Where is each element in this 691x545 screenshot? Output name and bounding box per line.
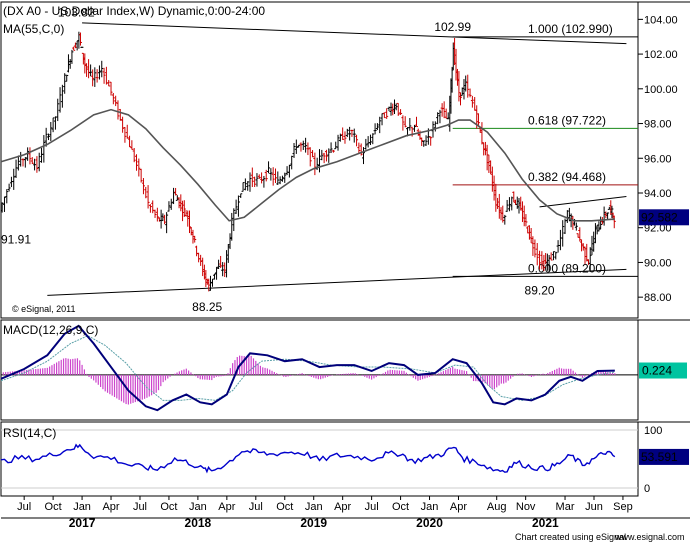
- trendline-upper-channel: [82, 22, 627, 45]
- last-price-badge: [639, 209, 689, 226]
- last-price-label: 92.582: [641, 210, 678, 224]
- month-tick-label: Oct: [276, 501, 293, 513]
- month-tick-label: Jul: [133, 501, 147, 513]
- fibo-label: 1.000 (102.990): [528, 22, 613, 36]
- price-tick-label: 100.00: [644, 84, 678, 96]
- rsi-tick-label: 0: [644, 483, 650, 495]
- price-annotation: 103.82: [58, 5, 95, 19]
- annotations: 103.82 102.99 88.25 89.20 91.91: [1, 5, 555, 313]
- macd-value-label: 0.224: [642, 364, 672, 378]
- month-tick-label: Jul: [249, 501, 263, 513]
- trendline-lower-channel: [47, 268, 627, 296]
- month-tick-label: Oct: [160, 501, 177, 513]
- macd-panel: 0.224: [0, 324, 687, 412]
- rsi-line: [0, 443, 616, 474]
- axes: 104.00 102.00 100.00 98.00 96.00 94.00 92.00 90…: [17, 14, 689, 530]
- year-tick-label: 2017: [69, 516, 96, 530]
- price-annotation: 102.99: [434, 20, 471, 34]
- month-tick-label: Jan: [73, 501, 91, 513]
- price-tick-label: 92.00: [644, 223, 672, 235]
- price-tick-label: 104.00: [644, 14, 678, 26]
- month-tick-label: Jun: [585, 501, 603, 513]
- month-tick-label: Apr: [218, 501, 235, 513]
- price-tick-label: 90.00: [644, 257, 672, 269]
- price-bars: [0, 31, 616, 292]
- month-tick-label: Oct: [392, 501, 409, 513]
- price-annotation: 91.91: [1, 232, 31, 246]
- price-tick-label: 96.00: [644, 153, 672, 165]
- rsi-label: RSI(14,C): [3, 426, 56, 440]
- macd-line: [0, 324, 615, 412]
- panel-frame-2: [0, 421, 639, 497]
- year-tick-label: 2019: [300, 516, 327, 530]
- fibonacci-levels: 1.000 (102.990) 0.618 (97.722) 0.382 (94.4…: [452, 22, 638, 277]
- macd-signal-line: [0, 335, 615, 401]
- price-tick-label: 88.00: [644, 292, 672, 304]
- ma-line: [0, 108, 615, 222]
- fibo-label: 0.618 (97.722): [528, 113, 606, 127]
- rsi-tick-label: 100: [644, 425, 662, 437]
- month-tick-label: Jul: [17, 501, 31, 513]
- panel-frame-0: [0, 1, 639, 319]
- year-tick-label: 2021: [532, 516, 559, 530]
- month-tick-label: Oct: [45, 501, 62, 513]
- price-tick-label: 102.00: [644, 49, 678, 61]
- footer-website: www.esignal.com: [614, 532, 685, 542]
- rsi-value-label: 53.591: [641, 450, 678, 464]
- year-tick-label: 2020: [416, 516, 443, 530]
- moving-average: [0, 108, 615, 222]
- month-tick-label: Jan: [305, 501, 323, 513]
- trendline-recent-upper: [539, 195, 627, 208]
- month-tick-label: Jan: [421, 501, 439, 513]
- month-tick-label: Jul: [365, 501, 379, 513]
- month-tick-label: Nov: [516, 501, 536, 513]
- chart-header: (DX A0 - US Dollar Index,W) Dynamic,0:00…: [3, 4, 265, 18]
- year-tick-label: 2018: [185, 516, 212, 530]
- month-tick-label: Jan: [189, 501, 207, 513]
- rsi-panel: 100 0 53.591: [0, 425, 689, 495]
- month-tick-label: Apr: [102, 501, 119, 513]
- price-annotation: 89.20: [525, 283, 555, 297]
- month-tick-label: Apr: [334, 501, 351, 513]
- fibo-label: 0.382 (94.468): [528, 170, 606, 184]
- footer-copyright: Chart created using eSignal: [515, 532, 626, 542]
- panel-frames: [0, 1, 690, 519]
- month-tick-label: Aug: [487, 501, 507, 513]
- ma-label: MA(55,C,0): [3, 22, 64, 36]
- month-tick-label: Apr: [450, 501, 467, 513]
- panel-frame-1: [0, 319, 639, 421]
- copyright-small: © eSignal, 2011: [12, 304, 76, 314]
- macd-value-badge: [639, 362, 687, 379]
- rsi-value-badge: [639, 448, 689, 465]
- trendlines: [47, 22, 627, 296]
- price-tick-label: 98.00: [644, 119, 672, 131]
- price-annotation: 88.25: [192, 300, 222, 314]
- macd-label: MACD(12,26,9,C): [3, 323, 98, 337]
- price-tick-label: 94.00: [644, 188, 672, 200]
- month-tick-label: Sep: [613, 501, 633, 513]
- month-tick-label: Mar: [556, 501, 575, 513]
